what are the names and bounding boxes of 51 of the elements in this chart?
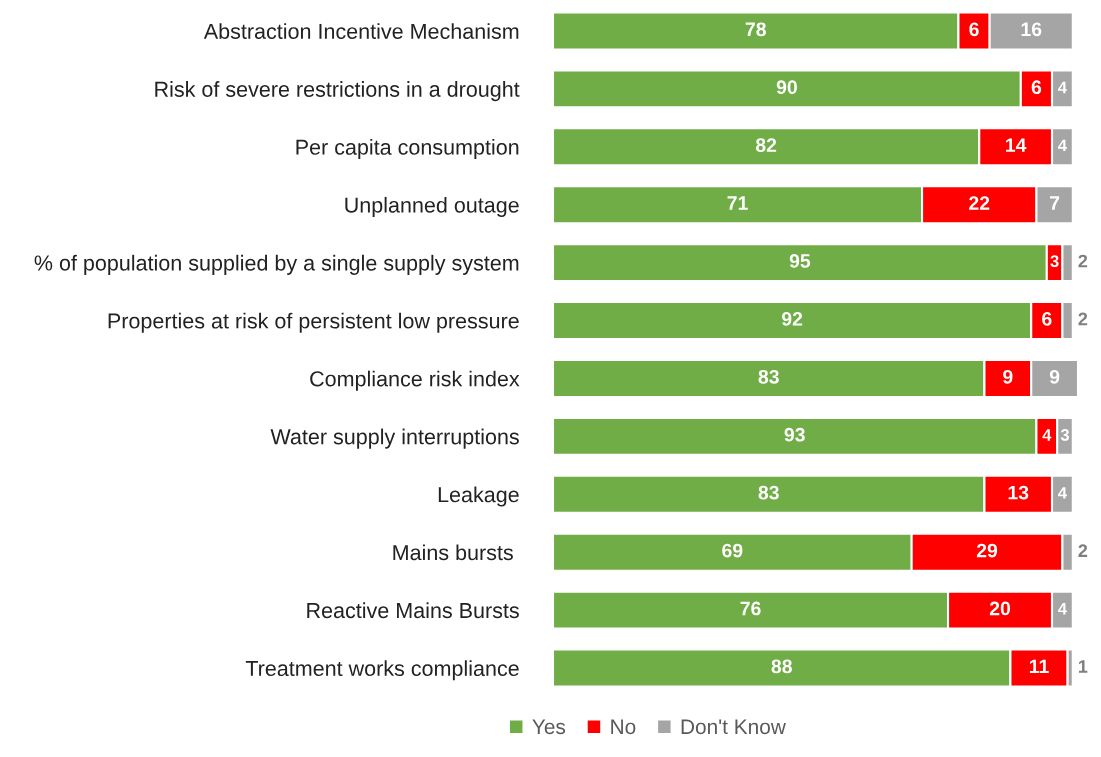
data-label: 6	[1042, 311, 1052, 326]
data-label: 82	[755, 138, 777, 153]
data-label: 3	[1060, 429, 1070, 441]
data-label: 9	[1003, 369, 1013, 384]
y-tick-label: Per capita consumption	[296, 138, 519, 160]
y-tick-label: % of population supplied by a single supply system	[34, 254, 519, 275]
data-label: 93	[784, 427, 805, 442]
legend-label: No	[611, 719, 636, 735]
data-label: 2	[1078, 254, 1088, 268]
data-label: 29	[976, 543, 998, 558]
data-label: 22	[969, 196, 990, 210]
data-label: 76	[740, 601, 761, 616]
data-label: 20	[989, 601, 1011, 616]
data-label: 4	[1058, 602, 1067, 615]
data-label: 11	[1029, 659, 1049, 674]
data-label: 95	[789, 254, 811, 268]
y-tick-label: Compliance risk index	[310, 370, 520, 391]
data-label: 71	[727, 196, 748, 210]
data-label: 83	[758, 485, 779, 500]
y-tick-label: Water supply interruptions	[270, 428, 519, 449]
y-tick-label: Leakage	[438, 486, 519, 507]
y-tick-label: Mains bursts	[393, 544, 513, 561]
data-label: 78	[745, 22, 766, 37]
data-label: 6	[969, 22, 979, 37]
data-label: 9	[1049, 369, 1060, 384]
data-label: 6	[1031, 80, 1042, 95]
data-label: 90	[776, 80, 797, 95]
data-label: 83	[758, 369, 779, 384]
data-label: 1	[1078, 660, 1088, 673]
data-label: 3	[1050, 255, 1059, 268]
data-label: 4	[1058, 139, 1067, 152]
data-label: 2	[1078, 544, 1088, 557]
data-label: 92	[781, 311, 803, 326]
data-label: 14	[1006, 138, 1027, 152]
legend-label: Don't Know	[681, 719, 786, 735]
data-label: 2	[1078, 312, 1088, 326]
y-tick-label: Unplanned outage	[345, 196, 519, 217]
data-label: 4	[1042, 429, 1052, 441]
data-label: 4	[1058, 487, 1067, 499]
data-label: 13	[1008, 485, 1029, 500]
y-tick-label: Treatment works compliance	[245, 660, 519, 681]
y-tick-label: Abstraction Incentive Mechanism	[203, 23, 519, 39]
data-label: 4	[1058, 81, 1067, 94]
legend-label: Yes	[532, 719, 566, 735]
data-label: 7	[1050, 196, 1060, 210]
y-tick-label: Properties at risk of persistent low pressure	[108, 312, 519, 333]
data-label: 16	[1021, 22, 1042, 37]
y-tick-label: Risk of severe restrictions in a drought	[155, 81, 520, 102]
data-label: 88	[771, 659, 792, 674]
y-tick-label: Reactive Mains Bursts	[307, 602, 519, 619]
data-label: 69	[722, 543, 743, 558]
